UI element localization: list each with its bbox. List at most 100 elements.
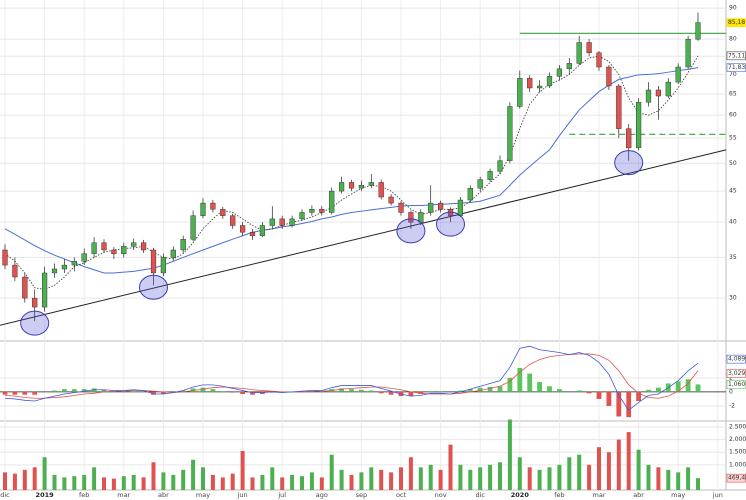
candle-body xyxy=(111,249,117,254)
volume-bar xyxy=(359,472,364,490)
candle-body xyxy=(12,264,18,278)
candle-body xyxy=(586,42,592,53)
histogram-bar xyxy=(527,373,533,392)
candle-body xyxy=(645,89,652,103)
candle-body xyxy=(32,297,38,308)
volume-bar xyxy=(3,472,7,490)
histogram-bar xyxy=(487,386,493,392)
volume-bar xyxy=(656,467,661,490)
candle-body xyxy=(210,202,216,210)
x-tick-label: oct xyxy=(396,491,407,499)
volume-bar xyxy=(270,467,275,490)
histogram-bar xyxy=(517,368,523,392)
highlight-circle xyxy=(396,218,426,244)
y-tick-label: 65 xyxy=(729,91,737,98)
candle-body xyxy=(655,89,662,97)
volume-bar xyxy=(468,469,473,490)
histogram-bar xyxy=(220,391,226,392)
histogram-bar xyxy=(101,389,107,392)
volume-bar xyxy=(201,467,205,490)
volume-bar xyxy=(240,450,245,490)
histogram-bar xyxy=(586,391,592,394)
candle-body xyxy=(259,225,266,236)
volume-bar xyxy=(537,469,542,490)
histogram-bar xyxy=(646,389,651,392)
line-series xyxy=(4,345,699,411)
y-tick-label: 70 xyxy=(729,71,737,78)
volume-bar xyxy=(309,472,314,490)
histogram-bar xyxy=(359,389,364,392)
volume-bar xyxy=(141,477,146,490)
histogram-bar xyxy=(378,391,384,394)
value-label: 3,0292 xyxy=(728,370,746,377)
trendline xyxy=(0,149,727,326)
candle-body xyxy=(42,272,48,308)
y-tick-label: 55 xyxy=(729,135,737,142)
y-tick-label: 1.500k xyxy=(729,449,746,456)
candle-body xyxy=(438,202,444,210)
volume-bar xyxy=(260,474,265,490)
volume-bar xyxy=(121,476,126,490)
value-label: 85,18 xyxy=(728,19,745,26)
volume-bar xyxy=(606,452,611,490)
volume-bar xyxy=(696,478,700,490)
candle-body xyxy=(269,218,275,226)
highlight-circle xyxy=(436,211,465,237)
volume-bar xyxy=(349,474,354,490)
value-label: 71,8373 xyxy=(728,64,746,71)
candle-body xyxy=(665,81,671,97)
candle-body xyxy=(230,215,236,226)
volume-bar xyxy=(399,467,403,490)
volume-bar xyxy=(319,477,324,490)
histogram-bar xyxy=(52,390,57,392)
candle-body xyxy=(477,179,483,189)
volume-bar xyxy=(210,474,215,490)
value-label: 1,0607 xyxy=(728,381,746,388)
candle-body xyxy=(131,242,137,247)
volume-bar xyxy=(102,477,106,490)
volume-bar xyxy=(577,454,582,490)
candle-body xyxy=(150,249,157,274)
histogram-bar xyxy=(408,391,414,397)
histogram-bar xyxy=(547,386,552,392)
candle-body xyxy=(636,102,642,149)
candle-body xyxy=(457,199,464,216)
x-tick-label: 2020 xyxy=(511,491,530,499)
volume-bar xyxy=(191,459,196,490)
candle-body xyxy=(339,182,345,192)
candle-body xyxy=(348,182,355,189)
candle-body xyxy=(160,257,167,274)
volume-bar xyxy=(32,467,37,490)
candle-body xyxy=(91,242,97,254)
histogram-bar xyxy=(161,391,166,394)
candle-body xyxy=(279,218,285,226)
histogram-bar xyxy=(2,391,8,395)
candle-body xyxy=(299,212,305,220)
highlight-circle xyxy=(139,274,168,300)
candle-body xyxy=(309,209,315,213)
candle-body xyxy=(566,63,572,70)
y-tick-label: 35 xyxy=(729,254,737,261)
volume-bar xyxy=(379,469,384,490)
value-label: 4,0899 xyxy=(728,356,746,363)
y-tick-label: 0 xyxy=(729,388,733,395)
histogram-bar xyxy=(71,389,77,392)
y-tick-label: 2.000k xyxy=(729,436,746,443)
y-tick-label: 30 xyxy=(729,295,737,302)
y-tick-label: 80 xyxy=(729,36,737,43)
volume-bar xyxy=(92,467,97,490)
y-tick-label: 60 xyxy=(729,112,737,119)
volume-bar xyxy=(280,477,285,490)
histogram-bar xyxy=(180,390,186,392)
candle-body xyxy=(22,276,28,299)
candle-body xyxy=(180,239,186,251)
candle-body xyxy=(190,215,196,240)
x-tick-label: sep xyxy=(356,491,368,499)
volume-bar xyxy=(329,454,334,490)
histogram-bar xyxy=(626,391,632,418)
histogram-bar xyxy=(675,381,681,392)
candle-body xyxy=(368,182,374,186)
volume-bar xyxy=(22,469,27,490)
candle-body xyxy=(616,85,622,129)
